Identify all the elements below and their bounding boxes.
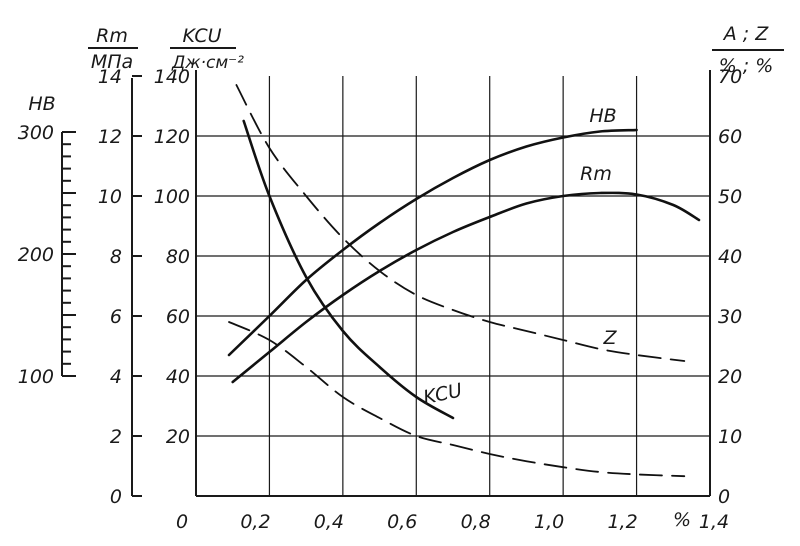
x-tick-label: 0,4 — [314, 511, 344, 533]
rm-tick-label: 12 — [98, 126, 122, 148]
series-hb-line — [227, 128, 638, 357]
rm-tick-label: 2 — [110, 426, 122, 448]
az-tick-label: 0 — [718, 486, 730, 508]
hb-tick-label: 100 — [18, 366, 54, 388]
kcu-tick-label: 120 — [154, 126, 190, 148]
az-tick-label: 10 — [718, 426, 742, 448]
az-tick-label: 30 — [718, 306, 742, 328]
series-label-z: Z — [602, 327, 617, 349]
rm-axis-title: Rm — [96, 25, 128, 47]
series-label-hb: HB — [589, 105, 616, 127]
x-tick-label: 1,2 — [607, 511, 637, 533]
x-tick-label: 0,2 — [240, 511, 270, 533]
az-tick-label: 70 — [718, 66, 742, 88]
series-label-rm: Rm — [580, 163, 612, 185]
kcu-tick-label: 80 — [166, 246, 190, 268]
kcu-axis-title: KCU — [182, 25, 221, 47]
az-axis-title: A ; Z — [722, 23, 769, 45]
x-tick-label: 0,8 — [461, 511, 491, 533]
rm-axis-unit: МПа — [91, 51, 133, 73]
x-tick-label: 1,0 — [534, 511, 564, 533]
x-tick-label: 0,6 — [387, 511, 417, 533]
x-tick-label: 1,4 — [699, 511, 729, 533]
rm-tick-label: 0 — [110, 486, 122, 508]
series-label-kcu: KCU — [421, 379, 464, 409]
rm-tick-label: 14 — [98, 66, 122, 88]
hb-tick-label: 200 — [18, 244, 54, 266]
x-unit-label: % — [673, 509, 691, 531]
hb-axis-title: HB — [28, 93, 55, 115]
rm-tick-label: 10 — [98, 186, 122, 208]
az-axis-unit: % ; % — [719, 55, 774, 77]
kcu-tick-label: 40 — [166, 366, 190, 388]
kcu-axis-unit: Дж·см⁻² — [171, 53, 244, 73]
az-tick-label: 40 — [718, 246, 742, 268]
rm-tick-label: 8 — [110, 246, 122, 268]
series-a-line — [228, 321, 686, 478]
series-rm-line — [231, 191, 701, 384]
series-kcu-line — [242, 119, 455, 420]
az-tick-label: 20 — [718, 366, 742, 388]
az-tick-label: 60 — [718, 126, 742, 148]
kcu-tick-label: 100 — [154, 186, 190, 208]
series-z-line — [235, 84, 686, 362]
az-tick-label: 50 — [718, 186, 742, 208]
x-tick-label: 0 — [176, 511, 188, 533]
kcu-tick-label: 60 — [166, 306, 190, 328]
kcu-tick-label: 20 — [166, 426, 190, 448]
hb-tick-label: 300 — [18, 122, 54, 144]
rm-tick-label: 6 — [110, 306, 122, 328]
kcu-tick-label: 140 — [154, 66, 190, 88]
rm-tick-label: 4 — [110, 366, 122, 388]
